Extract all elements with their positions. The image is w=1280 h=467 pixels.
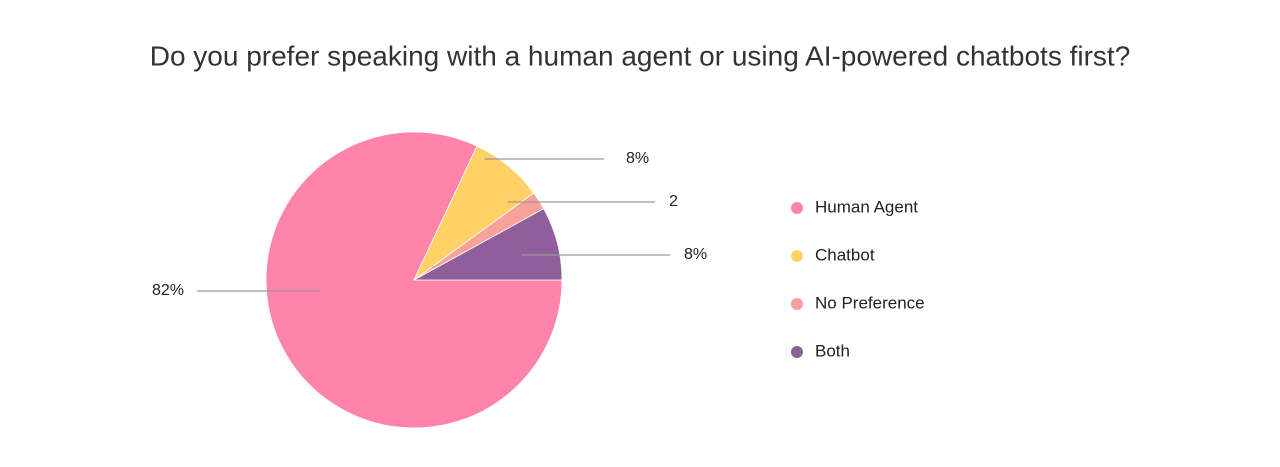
pie-slice	[413, 208, 563, 281]
data-label: 2	[669, 193, 678, 210]
data-label: 82%	[152, 282, 184, 299]
chart-title: Do you prefer speaking with a human agen…	[150, 40, 1131, 71]
legend-swatch	[791, 346, 803, 358]
legend-label: Both	[815, 341, 850, 360]
legend-swatch	[791, 298, 803, 310]
legend-swatch	[791, 202, 803, 214]
legend-label: Human Agent	[815, 197, 918, 216]
legend-label: Chatbot	[815, 245, 875, 264]
legend-swatch	[791, 250, 803, 262]
data-label: 8%	[626, 150, 649, 167]
legend-label: No Preference	[815, 293, 925, 312]
data-label: 8%	[684, 246, 707, 263]
